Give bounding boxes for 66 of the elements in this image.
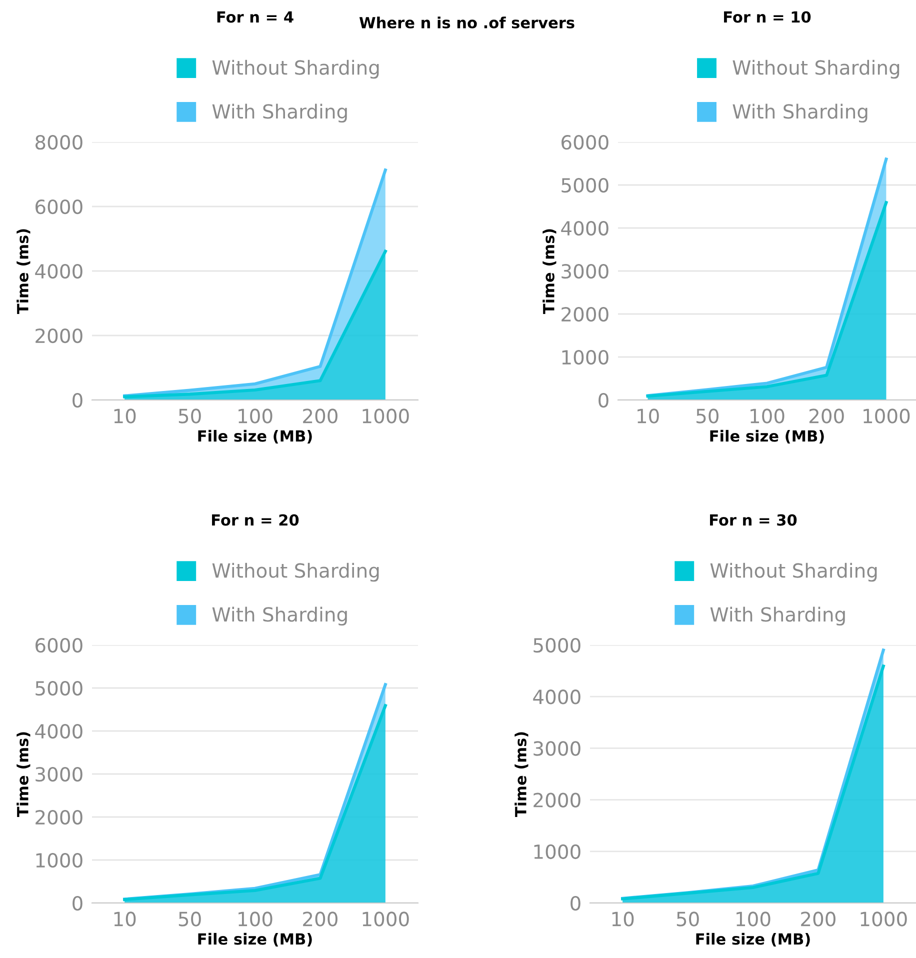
y-tick-label: 2000 bbox=[36, 810, 82, 825]
x-axis-title: File size (MB) bbox=[696, 932, 810, 947]
y-tick-label: 0 bbox=[598, 392, 608, 408]
legend-label: With Sharding bbox=[732, 104, 868, 123]
y-tick-label: 2000 bbox=[534, 792, 580, 808]
y-axis-title: Time (ms) bbox=[16, 732, 30, 818]
legend-label: With Sharding bbox=[212, 104, 347, 123]
x-axis-title: File size (MB) bbox=[198, 932, 312, 947]
x-tick-label: 200 bbox=[303, 408, 338, 424]
x-axis-title: File size (MB) bbox=[198, 430, 312, 444]
x-tick-label: 10 bbox=[114, 912, 136, 926]
y-tick-label: 5000 bbox=[36, 680, 82, 696]
y-tick-label: 5000 bbox=[562, 178, 608, 193]
x-tick-label: 50 bbox=[178, 408, 201, 424]
y-tick-label: 8000 bbox=[36, 134, 82, 150]
x-tick-label: 100 bbox=[736, 912, 770, 926]
chart-title: For n = 20 bbox=[212, 514, 299, 526]
x-tick-label: 10 bbox=[638, 408, 659, 424]
x-tick-label: 50 bbox=[676, 912, 699, 926]
y-tick-label: 4000 bbox=[35, 724, 82, 739]
legend-label: Without Sharding bbox=[212, 562, 379, 582]
y-tick-label: 4000 bbox=[561, 220, 608, 236]
legend-label: Without Sharding bbox=[212, 60, 379, 79]
y-tick-label: 0 bbox=[72, 392, 82, 408]
x-tick-label: 1000 bbox=[362, 912, 409, 926]
legend-label: With Sharding bbox=[710, 606, 845, 626]
x-tick-label: 1000 bbox=[362, 408, 409, 424]
y-tick-label: 1000 bbox=[562, 350, 608, 365]
x-tick-label: 50 bbox=[696, 408, 718, 424]
x-tick-label: 200 bbox=[303, 912, 338, 926]
y-tick-label: 2000 bbox=[562, 306, 608, 322]
x-tick-label: 10 bbox=[114, 408, 136, 424]
y-tick-label: 5000 bbox=[534, 638, 580, 653]
legend-label: Without Sharding bbox=[710, 562, 877, 582]
chart-title: For n = 30 bbox=[710, 514, 797, 526]
x-tick-label: 200 bbox=[801, 912, 836, 926]
y-axis-title: Time (ms) bbox=[16, 229, 30, 314]
x-axis-title: File size (MB) bbox=[710, 430, 824, 444]
y-axis-title: Time (ms) bbox=[542, 229, 556, 314]
x-tick-label: 1000 bbox=[864, 408, 910, 424]
y-tick-label: 0 bbox=[570, 896, 580, 911]
legend-label: Without Sharding bbox=[732, 60, 900, 79]
x-tick-label: 1000 bbox=[860, 912, 907, 926]
y-tick-label: 1000 bbox=[534, 844, 580, 860]
y-tick-label: 4000 bbox=[533, 690, 580, 704]
y-tick-label: 0 bbox=[72, 896, 82, 911]
y-tick-label: 6000 bbox=[36, 199, 82, 214]
legend-label: With Sharding bbox=[212, 606, 347, 626]
y-tick-label: 2000 bbox=[36, 328, 82, 344]
y-tick-label: 6000 bbox=[562, 134, 608, 150]
y-tick-label: 3000 bbox=[36, 766, 82, 782]
chart-title: For n = 4 bbox=[217, 11, 294, 23]
x-tick-label: 100 bbox=[238, 912, 272, 926]
y-tick-label: 1000 bbox=[36, 852, 82, 868]
y-tick-label: 4000 bbox=[35, 264, 82, 279]
x-tick-label: 10 bbox=[612, 912, 634, 926]
x-tick-label: 200 bbox=[809, 408, 844, 424]
x-tick-label: 100 bbox=[238, 408, 272, 424]
y-tick-label: 6000 bbox=[36, 638, 82, 653]
y-axis-title: Time (ms) bbox=[514, 732, 528, 818]
x-tick-label: 100 bbox=[750, 408, 784, 424]
text: Where n is no .of servers bbox=[359, 16, 574, 28]
y-tick-label: 3000 bbox=[534, 741, 580, 756]
y-tick-label: 3000 bbox=[562, 264, 608, 279]
chart-title: For n = 10 bbox=[724, 11, 811, 23]
x-tick-label: 50 bbox=[178, 912, 201, 926]
